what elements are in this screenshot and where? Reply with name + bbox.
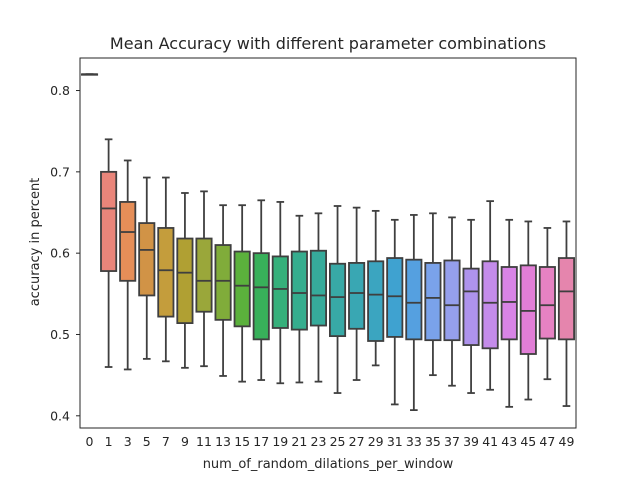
- box-body: [462, 267, 480, 346]
- box-body: [538, 266, 556, 340]
- box-39: [462, 218, 480, 394]
- x-tick-label: 35: [425, 434, 441, 449]
- box-43: [500, 218, 518, 408]
- box-body: [309, 249, 327, 327]
- box-27: [348, 206, 366, 381]
- box-body: [195, 237, 213, 313]
- box-35: [424, 212, 442, 377]
- box-body: [386, 257, 404, 338]
- box-21: [290, 214, 308, 384]
- box-5: [138, 176, 156, 360]
- box-body: [176, 237, 194, 324]
- y-tick-label: 0.6: [50, 246, 70, 261]
- x-tick-label: 49: [559, 434, 575, 449]
- box-body: [424, 262, 442, 342]
- plot-area: 0.40.50.60.70.80 1 3 5 7 9 11 13 15 17 19 21 23 25 27 2…: [50, 73, 575, 449]
- box-body: [138, 222, 156, 297]
- box-body: [557, 257, 575, 341]
- box-body: [233, 250, 251, 328]
- x-tick-label: 47: [539, 434, 555, 449]
- box-1: [100, 138, 118, 368]
- x-tick-label: 31: [387, 434, 403, 449]
- x-axis-label: num_of_random_dilations_per_window: [203, 457, 454, 472]
- plot-frame: [79, 57, 577, 429]
- box-body: [252, 252, 270, 341]
- box-body: [443, 259, 461, 342]
- y-axis-label: accuracy in percent: [28, 178, 43, 307]
- x-tick-label: 9: [181, 434, 189, 449]
- box-body: [481, 260, 499, 350]
- x-tick-label: 13: [215, 434, 231, 449]
- box-49: [557, 220, 575, 407]
- x-tick-label: 37: [444, 434, 460, 449]
- x-tick-label: 7: [162, 434, 170, 449]
- box-47: [538, 227, 556, 381]
- box-9: [176, 192, 194, 369]
- box-25: [329, 205, 347, 394]
- box-body: [519, 264, 537, 355]
- box-body: [214, 244, 232, 321]
- box-45: [519, 220, 537, 401]
- box-0: [81, 73, 99, 76]
- x-tick-label: 29: [368, 434, 384, 449]
- x-tick-label: 45: [520, 434, 536, 449]
- box-33: [405, 214, 423, 412]
- box-23: [309, 212, 327, 383]
- x-tick-label: 0: [86, 434, 94, 449]
- box-body: [348, 262, 366, 330]
- box-body: [329, 262, 347, 338]
- box-body: [367, 260, 385, 342]
- x-tick-label: 19: [272, 434, 288, 449]
- box-15: [233, 204, 251, 383]
- x-tick-label: 3: [124, 434, 132, 449]
- x-tick-label: 39: [463, 434, 479, 449]
- x-tick-label: 21: [291, 434, 307, 449]
- box-29: [367, 209, 385, 367]
- box-37: [443, 216, 461, 387]
- x-tick-label: 43: [501, 434, 517, 449]
- y-tick-label: 0.8: [50, 83, 70, 98]
- x-tick-label: 25: [330, 434, 346, 449]
- x-tick-label: 23: [311, 434, 327, 449]
- box-19: [271, 201, 289, 385]
- x-tick-label: 15: [234, 434, 250, 449]
- box-13: [214, 204, 232, 377]
- box-11: [195, 190, 213, 368]
- y-tick-label: 0.5: [50, 327, 70, 342]
- box-31: [386, 218, 404, 406]
- box-body: [157, 227, 175, 318]
- x-tick-label: 41: [482, 434, 498, 449]
- box-body: [405, 258, 423, 341]
- x-tick-label: 5: [143, 434, 151, 449]
- x-tick-label: 11: [196, 434, 212, 449]
- box-body: [500, 266, 518, 341]
- box-17: [252, 199, 270, 381]
- x-tick-label: 17: [253, 434, 269, 449]
- x-tick-label: 27: [349, 434, 365, 449]
- box-41: [481, 200, 499, 391]
- box-3: [119, 159, 137, 371]
- box-body: [271, 255, 289, 329]
- x-tick-label: 33: [406, 434, 422, 449]
- box-body: [119, 201, 137, 282]
- box-7: [157, 176, 175, 363]
- box-body: [100, 170, 118, 272]
- y-tick-label: 0.4: [50, 408, 70, 423]
- box-body: [290, 250, 308, 331]
- x-tick-label: 1: [105, 434, 113, 449]
- y-tick-label: 0.7: [50, 164, 70, 179]
- chart-title: Mean Accuracy with different parameter c…: [110, 34, 546, 53]
